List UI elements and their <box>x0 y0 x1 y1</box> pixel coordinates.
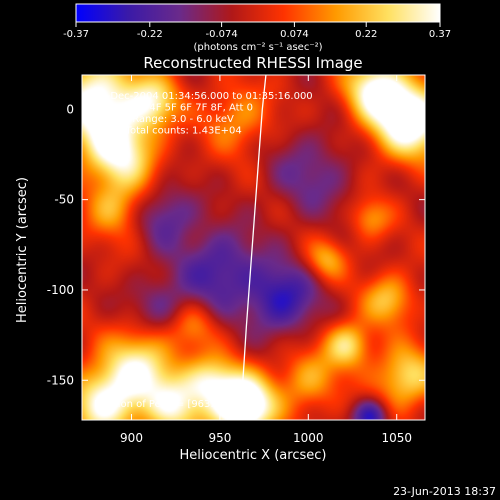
annotation-line: Detectors: 4F 5F 6F 7F 8F, Att 0 <box>94 103 253 114</box>
colorbar-unit-label: (photons cm⁻² s⁻¹ asec⁻²) <box>193 42 322 53</box>
colorbar <box>75 3 441 23</box>
chart-title: Reconstructed RHESSI Image <box>143 54 362 72</box>
plot-frame <box>81 74 426 421</box>
annotation-line: 29-Dec-2004 01:34:56.000 to 01:35:16.000 <box>94 91 313 102</box>
colorbar-tick-label: 0.37 <box>429 29 451 40</box>
x-tick-label: 900 <box>120 431 143 445</box>
y-tick-label: 0 <box>66 102 74 116</box>
annotation-block: 29-Dec-2004 01:34:56.000 to 01:35:16.000… <box>94 91 313 137</box>
y-tick-label: -100 <box>47 283 74 297</box>
annotation-line: Clean Total counts: 1.43E+04 <box>94 126 242 137</box>
colorbar-tick-label: -0.22 <box>137 29 163 40</box>
y-axis-ticks: 0 -50 -100 -150 <box>47 102 425 387</box>
annotation-line: Energy Range: 3.0 - 6.0 keV <box>94 114 234 125</box>
colorbar-ticks: -0.37 -0.22 -0.074 0.074 0.22 0.37 <box>63 22 451 40</box>
colorbar-tick-label: -0.37 <box>63 29 89 40</box>
peak-position-label: Position of Peak = [963.1,-163.7] <box>94 399 259 410</box>
y-tick-label: -150 <box>47 373 74 387</box>
colorbar-tick-label: 0.22 <box>355 29 377 40</box>
y-axis-label: Heliocentric Y (arcsec) <box>15 177 30 323</box>
solar-limb-line <box>240 75 267 399</box>
plot-area: 29-Dec-2004 01:34:56.000 to 01:35:16.000… <box>82 75 425 420</box>
x-tick-label: 1050 <box>381 431 412 445</box>
y-tick-label: -50 <box>54 193 74 207</box>
x-tick-label: 950 <box>208 431 231 445</box>
heatmap-image <box>82 75 425 420</box>
colorbar-tick-label: -0.074 <box>205 29 237 40</box>
footer-timestamp: 23-Jun-2013 18:37 <box>393 485 496 498</box>
colorbar-tick-label: 0.074 <box>280 29 309 40</box>
x-axis-ticks: 900 950 1000 1050 <box>120 75 412 445</box>
x-axis-label: Heliocentric X (arcsec) <box>180 448 327 463</box>
x-tick-label: 1000 <box>293 431 324 445</box>
